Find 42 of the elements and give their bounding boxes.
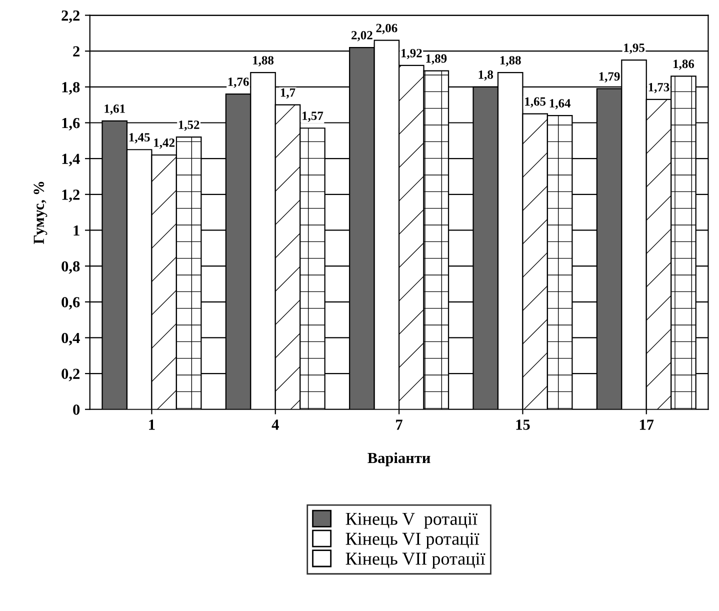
x-tick-label: 7 [396, 420, 402, 430]
data-label: 1,88 [500, 56, 521, 66]
data-label: 1,7 [280, 88, 296, 99]
legend-label: Кінець VII ротації [346, 552, 486, 568]
data-label: 1,64 [550, 99, 571, 110]
data-label: 1,92 [401, 48, 422, 60]
x-tick-label: 15 [516, 420, 530, 430]
y-tick-label: 0,8 [62, 261, 80, 274]
data-label: 1,8 [478, 70, 494, 81]
data-label: 1,52 [178, 120, 200, 131]
data-label: 1,73 [648, 82, 670, 94]
data-label: 1,45 [129, 133, 150, 144]
data-label: 1,79 [599, 72, 620, 82]
data-label: 1,61 [104, 104, 125, 115]
y-tick-label: 0,4 [62, 332, 80, 346]
y-tick-label: 0,6 [62, 297, 80, 310]
data-label: 1,65 [525, 97, 546, 108]
data-label: 1,76 [228, 78, 249, 88]
y-tick-label: 1,6 [62, 118, 80, 130]
y-axis-title: Гумус, % [34, 182, 48, 244]
x-tick-label: 17 [640, 420, 654, 430]
data-label: 1,57 [302, 112, 324, 122]
y-tick-label: 1 [74, 225, 80, 236]
y-tick-label: 1,2 [62, 190, 80, 202]
y-tick-label: 0,2 [62, 368, 80, 382]
data-label: 1,42 [154, 138, 174, 149]
legend-label: Кінець VI ротації [346, 532, 480, 549]
data-label: 2,06 [376, 24, 398, 34]
data-label: 1,88 [253, 56, 274, 66]
x-tick-label: 4 [272, 420, 279, 430]
y-tick-label: 1,4 [62, 154, 80, 166]
y-tick-label: 2 [73, 46, 80, 56]
data-label: 1,89 [426, 54, 447, 65]
data-label: 1,95 [624, 44, 644, 54]
legend-label: Кінець V ротації [346, 512, 478, 529]
x-axis-title: Варіанти [368, 452, 430, 466]
x-tick-label: 1 [149, 420, 155, 430]
data-label: 1,86 [674, 60, 694, 70]
y-tick-label: 1,8 [62, 82, 80, 95]
y-tick-label: 0 [73, 404, 80, 415]
data-label: 2,02 [352, 30, 372, 42]
y-tick-label: 2,2 [62, 10, 80, 23]
